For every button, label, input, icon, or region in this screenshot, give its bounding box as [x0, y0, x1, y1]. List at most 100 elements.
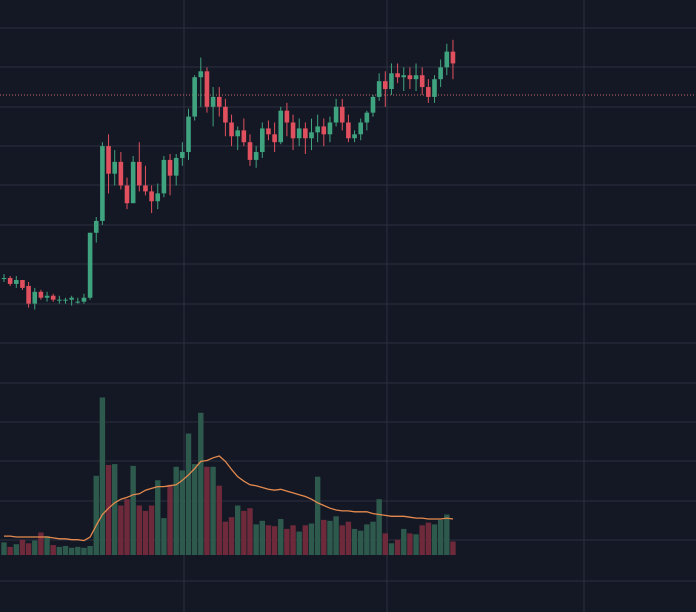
volume-bar — [407, 533, 413, 555]
candle — [130, 155, 136, 204]
volume-bar — [56, 546, 63, 555]
volume-bar — [271, 526, 278, 555]
candle — [266, 120, 271, 141]
volume-bar — [216, 485, 222, 555]
candle — [143, 165, 148, 196]
candle-body — [75, 301, 81, 303]
candle — [260, 122, 265, 158]
candle — [352, 130, 357, 143]
candle — [93, 217, 99, 243]
candle-body — [327, 122, 333, 135]
volume-bar — [161, 518, 167, 555]
volume-bar — [13, 544, 19, 555]
candle-body — [401, 75, 407, 78]
volume-bar — [124, 499, 130, 555]
volume-bar — [259, 520, 265, 555]
candle-body — [50, 295, 56, 300]
candle-body — [296, 128, 302, 139]
volume-bar — [444, 514, 450, 555]
candle — [419, 67, 425, 95]
candle — [118, 152, 124, 190]
candle-body — [444, 51, 450, 68]
volume-bar — [198, 412, 204, 555]
volume-bar — [308, 523, 315, 555]
candle — [7, 276, 13, 286]
candle-body — [210, 96, 216, 107]
candle — [296, 118, 302, 147]
candle-body — [419, 75, 425, 88]
candle — [192, 75, 197, 121]
candle — [383, 71, 388, 107]
candle — [180, 142, 185, 166]
candle — [81, 293, 87, 304]
volume-ma-layer — [4, 455, 454, 542]
volume-bar — [179, 470, 186, 555]
volume-bar — [265, 525, 272, 555]
volume-bar — [364, 524, 370, 555]
candle-body — [167, 159, 173, 176]
candle-body — [241, 130, 247, 143]
volume-bar — [118, 505, 124, 555]
candle-body — [81, 297, 87, 302]
candle-body — [7, 278, 13, 284]
candle-body — [260, 128, 265, 153]
volume-bar — [345, 521, 352, 555]
candle — [315, 114, 320, 143]
candle-body — [339, 106, 345, 123]
candle — [339, 98, 345, 131]
volume-pane — [1, 397, 456, 555]
candle-body — [14, 280, 19, 284]
candle — [438, 59, 443, 88]
candle — [14, 276, 19, 288]
volume-bar — [241, 510, 247, 555]
candle — [210, 87, 216, 127]
volume-bar — [376, 499, 382, 555]
candle-body — [229, 122, 234, 137]
volume-ma-line — [4, 455, 454, 542]
candle-body — [370, 96, 376, 113]
volume-bar — [413, 534, 419, 555]
candle — [444, 43, 450, 76]
candle — [149, 185, 154, 214]
volume-bar — [93, 475, 99, 555]
candle — [69, 295, 74, 306]
volume-bar — [75, 546, 81, 555]
candle-body — [216, 96, 222, 107]
volume-bar — [68, 547, 75, 555]
candle — [407, 67, 413, 90]
candle-body — [321, 126, 327, 135]
volume-bar — [191, 464, 198, 555]
candle-body — [63, 299, 68, 301]
volume-bar — [247, 508, 253, 555]
volume-bar — [351, 528, 358, 555]
volume-bar — [339, 525, 345, 555]
volume-bar — [382, 533, 388, 555]
volume-bar — [222, 521, 229, 555]
candle-body — [315, 126, 320, 133]
candle-body — [44, 295, 50, 298]
candle — [364, 110, 370, 131]
volume-bar — [228, 517, 235, 555]
candle — [198, 57, 204, 107]
volume-bar — [50, 545, 56, 555]
candle — [112, 150, 117, 186]
volume-bar — [314, 476, 321, 555]
candle-body — [130, 161, 136, 204]
candle — [247, 134, 253, 166]
candle-body — [26, 285, 31, 304]
candle-body — [389, 73, 394, 90]
candle — [290, 114, 296, 151]
volume-bar — [148, 505, 155, 555]
volume-bar — [302, 525, 309, 555]
volume-bar — [136, 505, 142, 555]
candle — [395, 63, 400, 84]
volume-bar — [327, 520, 333, 555]
candle-body — [186, 116, 191, 153]
candle-body — [192, 77, 197, 117]
candle — [370, 94, 376, 117]
volume-bar — [253, 524, 259, 555]
candle — [38, 289, 44, 300]
candle-body — [333, 106, 339, 123]
